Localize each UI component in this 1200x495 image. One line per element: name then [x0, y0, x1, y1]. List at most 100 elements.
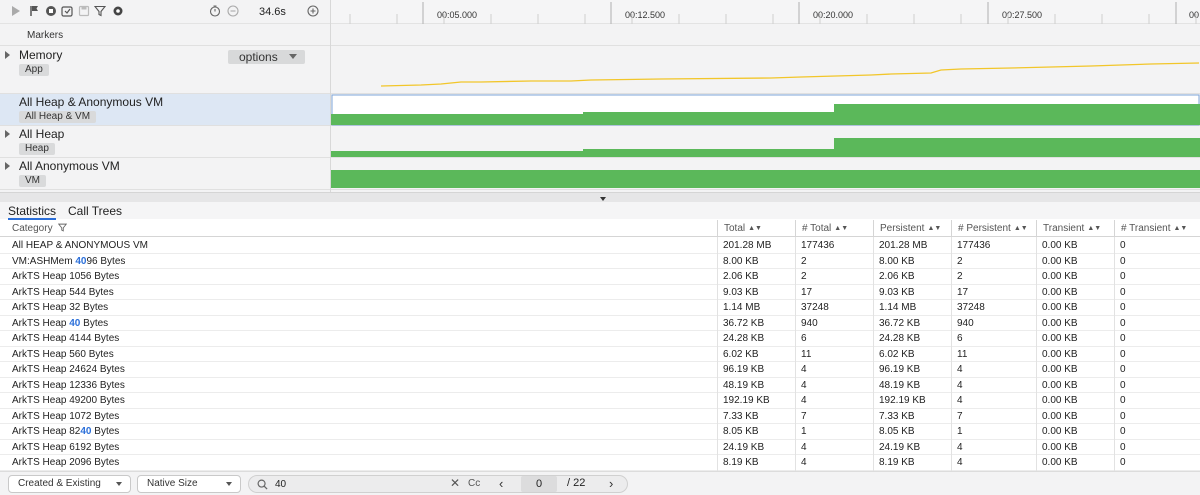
match-index[interactable]: 0: [521, 476, 557, 492]
timeline-graph[interactable]: 00:05.000 00:12.500 00:20.000 00:27.500 …: [330, 0, 1200, 192]
track-all-heap[interactable]: All Heap Heap: [0, 126, 330, 158]
filter-icon[interactable]: [94, 5, 106, 17]
track-anonymous-vm[interactable]: All Anonymous VM VM: [0, 158, 330, 190]
search-match-highlight: 40: [69, 317, 81, 329]
table-row[interactable]: ArkTS Heap 40 Bytes 36.72 KB 940 36.72 KB 94…: [0, 316, 1200, 331]
sort-icon: ▲▼: [927, 225, 942, 232]
column-header-transient[interactable]: Transient ▲▼: [1036, 220, 1114, 237]
count-persistent-cell: 940: [957, 317, 974, 329]
anonymous-vm-lane[interactable]: [331, 158, 1200, 190]
zoom-out-icon[interactable]: [227, 5, 239, 17]
sort-icon: ▲▼: [1087, 225, 1102, 232]
persistent-cell: 6.02 KB: [879, 348, 915, 360]
close-icon[interactable]: ✕: [450, 476, 461, 490]
persistent-cell: 2.06 KB: [879, 271, 915, 282]
header-label: Total: [724, 223, 746, 234]
collapse-arrow-icon[interactable]: [600, 197, 606, 201]
table-row[interactable]: ArkTS Heap 6192 Bytes 24.19 KB 4 24.19 KB 4 0…: [0, 440, 1200, 455]
expand-arrow-icon[interactable]: [5, 51, 10, 59]
table-row[interactable]: ArkTS Heap 1072 Bytes 7.33 KB 7 7.33 KB 7 0.0…: [0, 409, 1200, 424]
column-header-count-total[interactable]: # Total ▲▼: [795, 220, 873, 237]
count-transient-cell: 0: [1120, 457, 1126, 468]
filter-icon[interactable]: [58, 221, 68, 238]
memory-lane[interactable]: [331, 46, 1200, 94]
record-icon[interactable]: [10, 5, 22, 17]
table-row[interactable]: ArkTS Heap 560 Bytes 6.02 KB 11 6.02 KB 11 0.…: [0, 347, 1200, 362]
table-row[interactable]: All HEAP & ANONYMOUS VM 201.28 MB 177436 20…: [0, 238, 1200, 254]
total-cell: 6.02 KB: [723, 348, 759, 360]
bottom-toolbar: Created & Existing Native Size ✕ Cc ‹ 0 …: [0, 471, 1200, 495]
column-header-category[interactable]: Category: [0, 220, 717, 237]
next-match-button[interactable]: ›: [609, 476, 614, 491]
table-row[interactable]: ArkTS Heap 2096 Bytes 8.19 KB 4 8.19 KB 4 0.0…: [0, 455, 1200, 471]
allocation-filter-select[interactable]: Created & Existing: [8, 475, 131, 493]
column-header-total[interactable]: Total ▲▼: [717, 220, 795, 237]
tab-bar: Statistics Call Trees: [0, 202, 1200, 220]
count-total-cell: 6: [801, 333, 807, 344]
capture-icon[interactable]: [61, 5, 73, 17]
previous-match-button[interactable]: ‹: [499, 476, 504, 491]
count-transient-cell: 0: [1120, 240, 1126, 251]
settings-icon[interactable]: [112, 5, 124, 17]
table-row[interactable]: ArkTS Heap 1056 Bytes 2.06 KB 2 2.06 KB 2 0.0…: [0, 269, 1200, 285]
track-name: Memory: [19, 48, 63, 62]
zoom-in-icon[interactable]: [307, 5, 319, 17]
markers-lane[interactable]: [331, 24, 1200, 46]
table-row[interactable]: ArkTS Heap 4144 Bytes 24.28 KB 6 24.28 KB 6 0…: [0, 331, 1200, 347]
persistent-cell: 8.00 KB: [879, 255, 915, 267]
column-header-count-transient[interactable]: # Transient ▲▼: [1114, 220, 1200, 237]
timer-icon[interactable]: [209, 5, 221, 17]
header-label: Persistent: [880, 223, 925, 234]
table-row[interactable]: ArkTS Heap 24624 Bytes 96.19 KB 4 96.19 KB 4…: [0, 362, 1200, 378]
table-row[interactable]: ArkTS Heap 12336 Bytes 48.19 KB 4 48.19 KB 4…: [0, 378, 1200, 393]
total-cell: 2.06 KB: [723, 271, 759, 282]
track-list: 34.6s Markers Memory App options All Hea…: [0, 0, 330, 192]
track-all-heap-vm[interactable]: All Heap & Anonymous VM All Heap & VM: [0, 94, 330, 126]
count-total-cell: 2: [801, 271, 807, 282]
flag-icon[interactable]: [29, 5, 41, 17]
column-header-persistent[interactable]: Persistent ▲▼: [873, 220, 951, 237]
count-total-cell: 7: [801, 410, 807, 422]
options-dropdown[interactable]: options: [228, 50, 305, 64]
expand-arrow-icon[interactable]: [5, 162, 10, 170]
header-label: # Persistent: [958, 223, 1011, 234]
tab-statistics[interactable]: Statistics: [8, 204, 57, 220]
persistent-cell: 192.19 KB: [879, 395, 926, 406]
panel-splitter[interactable]: [0, 192, 1200, 202]
statistics-table: Category Total ▲▼ # Total ▲▼ Persistent ▲▼ …: [0, 220, 1200, 471]
total-cell: 24.28 KB: [723, 333, 765, 344]
category-cell: ArkTS Heap 544 Bytes: [12, 286, 114, 298]
search-icon: [257, 479, 268, 490]
size-mode-select[interactable]: Native Size: [137, 475, 241, 493]
table-row[interactable]: ArkTS Heap 32 Bytes 1.14 MB 37248 1.14 MB 37…: [0, 300, 1200, 316]
column-divider: [951, 237, 952, 471]
track-name: All Heap: [19, 127, 65, 141]
search-match-highlight: 40: [75, 255, 87, 267]
table-row[interactable]: ArkTS Heap 8240 Bytes 8.05 KB 1 8.05 KB 1 0.0…: [0, 424, 1200, 440]
track-tag: App: [19, 64, 49, 76]
stop-icon[interactable]: [45, 5, 57, 17]
search-input[interactable]: [275, 477, 435, 491]
category-cell: ArkTS Heap 1072 Bytes: [12, 410, 120, 422]
count-persistent-cell: 37248: [957, 302, 985, 313]
table-row[interactable]: ArkTS Heap 544 Bytes 9.03 KB 17 9.03 KB 17 0.…: [0, 285, 1200, 300]
table-row[interactable]: VM:ASHMem 4096 Bytes 8.00 KB 2 8.00 KB 2 0.00…: [0, 254, 1200, 269]
header-label: Transient: [1043, 223, 1085, 234]
count-transient-cell: 0: [1120, 255, 1126, 267]
tab-call-trees[interactable]: Call Trees: [68, 204, 123, 218]
match-case-button[interactable]: Cc: [468, 478, 481, 489]
category-cell: ArkTS Heap 8240 Bytes: [12, 426, 120, 437]
expand-arrow-icon[interactable]: [5, 130, 10, 138]
total-cell: 1.14 MB: [723, 302, 761, 313]
count-total-cell: 177436: [801, 240, 835, 251]
count-total-cell: 4: [801, 441, 807, 453]
track-tag: Heap: [19, 143, 55, 155]
track-memory[interactable]: Memory App options: [0, 46, 330, 94]
table-row[interactable]: ArkTS Heap 49200 Bytes 192.19 KB 4 192.19 K…: [0, 393, 1200, 409]
total-cell: 201.28 MB: [723, 240, 772, 251]
transient-cell: 0.00 KB: [1042, 255, 1078, 267]
save-icon[interactable]: [78, 5, 90, 17]
column-header-count-persistent[interactable]: # Persistent ▲▼: [951, 220, 1036, 237]
all-heap-lane[interactable]: [331, 126, 1200, 158]
sort-icon: ▲▼: [1173, 225, 1188, 232]
